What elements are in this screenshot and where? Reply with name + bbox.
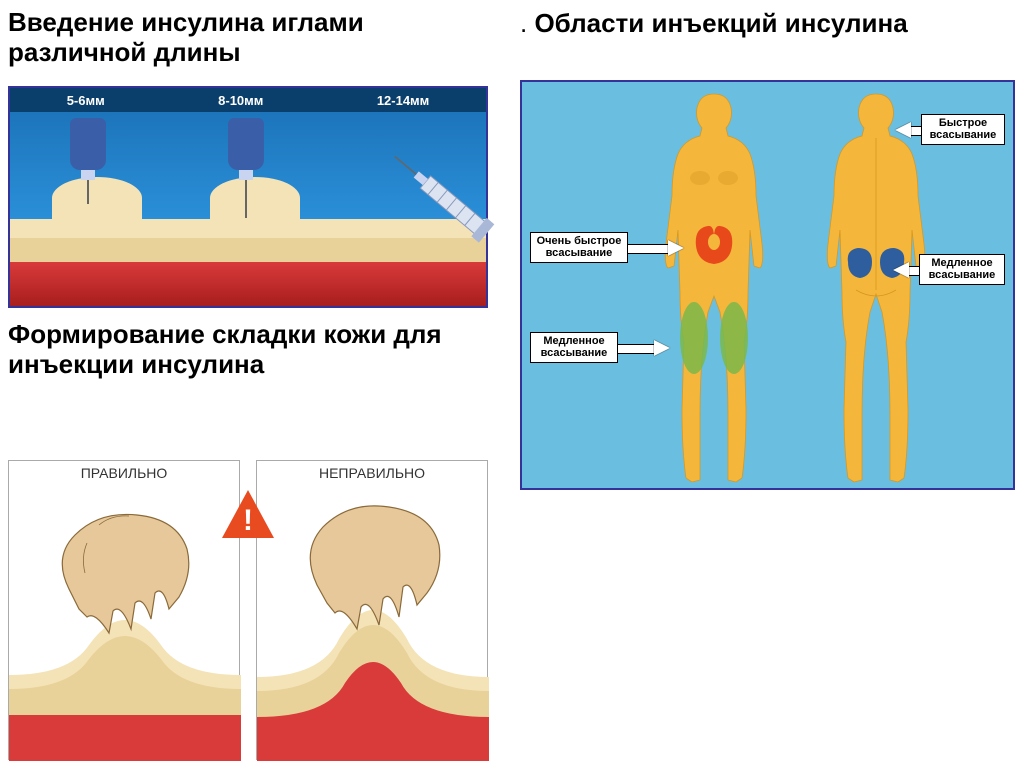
needle-length-diagram: 5-6мм 8-10мм 12-14мм xyxy=(8,86,488,308)
skin-bump xyxy=(52,177,142,219)
svg-text:!: ! xyxy=(243,504,253,537)
fold-correct-panel: ПРАВИЛЬНО xyxy=(8,460,240,760)
arrow-icon xyxy=(893,262,909,278)
arrow-icon xyxy=(654,340,670,356)
callout-belly: Очень быстрое всасывание xyxy=(530,232,628,263)
arrow-icon xyxy=(895,122,911,138)
warning-icon: ! xyxy=(220,488,276,540)
callout-thigh: Медленное всасывание xyxy=(530,332,618,363)
needles-heading: Введение инсулина иглами различной длины xyxy=(8,8,488,68)
body-sites-diagram: Быстрое всасывание Очень быстрое всасыва… xyxy=(520,80,1015,490)
fold-correct-label: ПРАВИЛЬНО xyxy=(9,461,239,485)
back-body xyxy=(812,90,940,486)
needle-label: 12-14мм xyxy=(377,93,429,108)
pen-medium xyxy=(228,118,264,170)
fold-diagram: ПРАВИЛЬНО НЕПРАВИЛЬНО xyxy=(8,460,488,760)
thigh-site xyxy=(720,302,748,374)
front-body xyxy=(650,90,778,486)
fold-incorrect-panel: НЕПРАВИЛЬНО xyxy=(256,460,488,760)
thigh-site xyxy=(680,302,708,374)
callout-arm: Быстрое всасывание xyxy=(921,114,1005,145)
callout-buttock: Медленное всасывание xyxy=(919,254,1005,285)
fold-correct-svg xyxy=(9,485,241,761)
needle-label: 5-6мм xyxy=(67,93,105,108)
fold-incorrect-label: НЕПРАВИЛЬНО xyxy=(257,461,487,485)
muscle-layer xyxy=(10,262,486,306)
bullet-dot: . xyxy=(520,8,534,38)
arrow-icon xyxy=(668,240,684,256)
skin-bump xyxy=(210,177,300,219)
pen-short xyxy=(70,118,106,170)
needle-label-bar: 5-6мм 8-10мм 12-14мм xyxy=(10,88,486,112)
needle-label: 8-10мм xyxy=(218,93,263,108)
areas-heading: Области инъекций инсулина xyxy=(534,8,907,38)
fold-incorrect-svg xyxy=(257,485,489,761)
fold-heading: Формирование складки кожи для инъекции и… xyxy=(8,320,488,380)
fat-layer xyxy=(10,219,486,263)
